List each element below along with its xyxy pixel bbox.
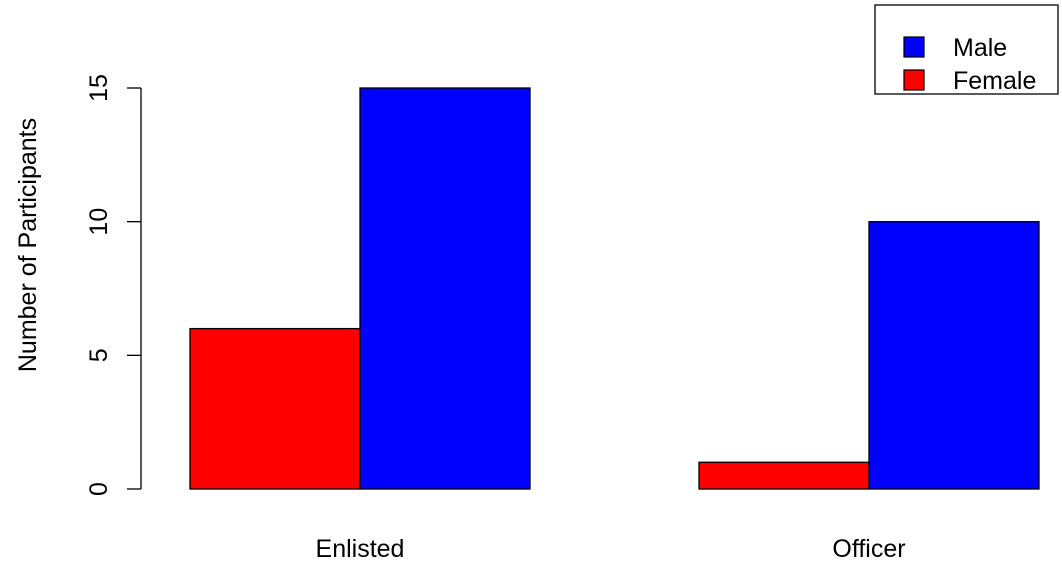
- y-axis-title: Number of Participants: [14, 118, 42, 372]
- legend-swatch-female: [903, 69, 925, 91]
- legend-swatch-male: [903, 36, 925, 58]
- y-tick-label: 10: [85, 208, 113, 236]
- bar-enlisted-female: [189, 327, 361, 490]
- bar-enlisted-male: [359, 87, 531, 490]
- bar-officer-male: [868, 221, 1040, 490]
- y-ticks: 0 5 10 15: [85, 74, 141, 496]
- category-label: Officer: [832, 535, 905, 563]
- legend-label-male: Male: [953, 34, 1007, 62]
- legend-label-female: Female: [953, 67, 1036, 95]
- y-tick-label: 0: [85, 482, 113, 496]
- y-tick-label: 5: [85, 348, 113, 362]
- category-labels: Enlisted Officer: [316, 535, 906, 563]
- legend: Male Female: [874, 4, 1059, 95]
- y-axis: 0 5 10 15 Number of Participants: [14, 74, 142, 496]
- category-label: Enlisted: [316, 535, 405, 563]
- bars: [189, 87, 1040, 490]
- y-tick-label: 15: [85, 74, 113, 102]
- bar-officer-female: [698, 461, 870, 490]
